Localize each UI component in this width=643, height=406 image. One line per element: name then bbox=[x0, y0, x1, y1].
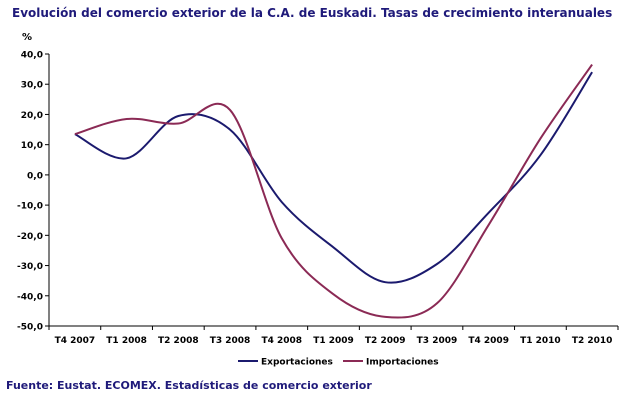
x-axis: T4 2007 T1 2008 T2 2008 T3 2008 T4 2008 T1 20… bbox=[48, 325, 619, 346]
x-tick-label: T4 2007 bbox=[55, 336, 96, 346]
y-tick-label: -40,0 bbox=[17, 292, 43, 302]
legend: Exportaciones Importaciones bbox=[238, 358, 439, 368]
y-axis-label: % bbox=[22, 32, 32, 43]
y-tick-label: -10,0 bbox=[17, 202, 43, 212]
y-tick-label: -50,0 bbox=[17, 323, 43, 333]
x-tick-label: T3 2008 bbox=[210, 336, 251, 346]
plot-area bbox=[74, 64, 593, 319]
x-tick-label: T4 2009 bbox=[468, 336, 509, 346]
x-tick-label: T1 2008 bbox=[106, 336, 147, 346]
source-note: Fuente: Eustat. ECOMEX. Estadísticas de … bbox=[6, 379, 372, 392]
x-tick-label: T2 2008 bbox=[158, 336, 199, 346]
chart-title: Evolución del comercio exterior de la C.… bbox=[12, 6, 613, 20]
x-tick-label: T1 2009 bbox=[313, 336, 354, 346]
y-tick-label: 40,0 bbox=[21, 51, 43, 61]
x-tick-label: T3 2009 bbox=[417, 336, 458, 346]
y-tick-label: 20,0 bbox=[21, 111, 43, 121]
y-tick-label: -30,0 bbox=[17, 262, 43, 272]
x-tick-label: T4 2008 bbox=[261, 336, 302, 346]
y-tick-label: -20,0 bbox=[17, 232, 43, 242]
x-tick-label: T1 2010 bbox=[520, 336, 561, 346]
series-line-importaciones bbox=[74, 64, 593, 319]
y-tick-label: 10,0 bbox=[21, 141, 43, 151]
y-axis: 40,0 30,0 20,0 10,0 0,0 -10,0 -20,0 -30,0 -40,0 -… bbox=[17, 51, 50, 333]
x-tick-label: T2 2009 bbox=[365, 336, 406, 346]
legend-label: Exportaciones bbox=[261, 358, 333, 368]
legend-label: Importaciones bbox=[366, 358, 439, 368]
series-line-exportaciones bbox=[74, 71, 593, 284]
y-tick-label: 0,0 bbox=[27, 171, 43, 181]
x-tick-label: T2 2010 bbox=[572, 336, 613, 346]
y-tick-label: 30,0 bbox=[21, 81, 43, 91]
